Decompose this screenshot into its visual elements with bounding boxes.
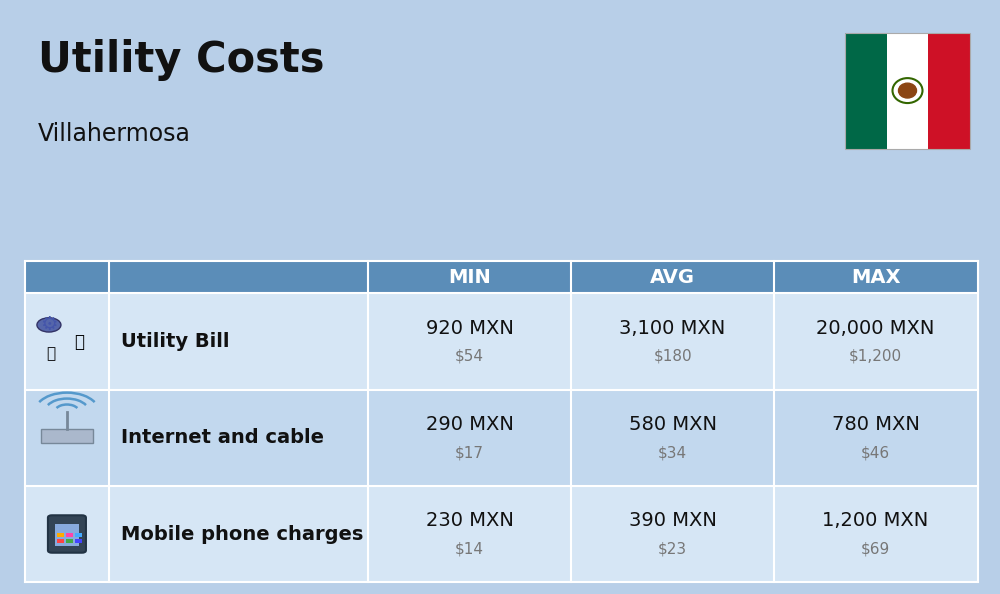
Text: Utility Bill: Utility Bill — [121, 332, 229, 351]
Bar — [845, 33, 887, 148]
Text: $23: $23 — [658, 541, 687, 557]
Text: MIN: MIN — [448, 268, 491, 287]
Text: 920 MXN: 920 MXN — [426, 319, 514, 338]
Text: Internet and cable: Internet and cable — [121, 428, 324, 447]
Text: 290 MXN: 290 MXN — [426, 415, 514, 434]
Text: $1,200: $1,200 — [849, 349, 902, 364]
Bar — [41, 429, 93, 443]
Text: MAX: MAX — [851, 268, 900, 287]
Bar — [57, 533, 64, 537]
Text: 580 MXN: 580 MXN — [629, 415, 717, 434]
Text: 230 MXN: 230 MXN — [426, 511, 514, 530]
Text: $180: $180 — [653, 349, 692, 364]
Bar — [75, 539, 82, 543]
Text: Utility Costs: Utility Costs — [38, 39, 324, 81]
Text: 780 MXN: 780 MXN — [832, 415, 919, 434]
Text: 📱: 📱 — [74, 333, 84, 350]
Text: $46: $46 — [861, 445, 890, 460]
Circle shape — [37, 318, 61, 332]
Text: 1,200 MXN: 1,200 MXN — [822, 511, 929, 530]
Bar — [57, 539, 64, 543]
Bar — [66, 539, 73, 543]
Text: $17: $17 — [455, 445, 484, 460]
Ellipse shape — [898, 83, 916, 98]
Text: $14: $14 — [455, 541, 484, 557]
Text: Villahermosa: Villahermosa — [38, 122, 191, 146]
FancyBboxPatch shape — [48, 516, 86, 552]
Text: 3,100 MXN: 3,100 MXN — [619, 319, 726, 338]
Bar — [928, 33, 970, 148]
Bar — [75, 533, 82, 537]
Bar — [55, 524, 79, 545]
Bar — [887, 33, 928, 148]
Text: 20,000 MXN: 20,000 MXN — [816, 319, 935, 338]
Text: $54: $54 — [455, 349, 484, 364]
Text: ⚙: ⚙ — [40, 315, 58, 334]
Text: $69: $69 — [861, 541, 890, 557]
Text: 🔌: 🔌 — [46, 346, 55, 361]
Bar — [66, 533, 73, 537]
Text: AVG: AVG — [650, 268, 695, 287]
Text: $34: $34 — [658, 445, 687, 460]
Text: Mobile phone charges: Mobile phone charges — [121, 525, 363, 544]
Text: 390 MXN: 390 MXN — [629, 511, 717, 530]
Bar — [25, 261, 978, 293]
